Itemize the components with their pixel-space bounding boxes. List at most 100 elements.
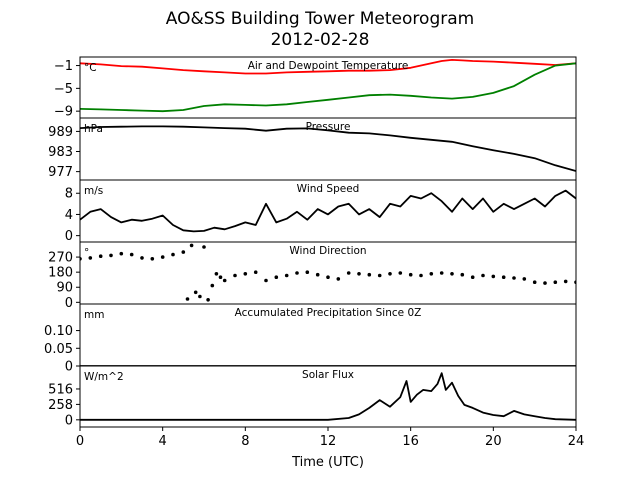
y-tick-label: 989 (48, 125, 73, 140)
data-point (295, 271, 299, 275)
data-point (512, 276, 516, 280)
unit-label: W/m^2 (84, 371, 124, 383)
x-tick-label: 0 (76, 434, 84, 449)
data-point (119, 251, 124, 256)
unit-label: m/s (84, 185, 103, 197)
y-tick-label: 0.05 (44, 342, 73, 357)
data-point (214, 272, 219, 276)
y-tick-label: 0.10 (44, 324, 73, 339)
x-tick-label: 4 (159, 434, 167, 449)
y-tick-label: 8 (65, 187, 73, 202)
data-point (233, 273, 237, 278)
data-point (419, 273, 423, 278)
series-line-0 (80, 125, 576, 172)
unit-label: ° (84, 247, 89, 259)
data-point (439, 271, 444, 275)
data-point (284, 273, 289, 278)
series-line-0 (80, 59, 576, 75)
y-tick-label: −9 (54, 105, 73, 120)
data-point (315, 272, 320, 277)
data-point (450, 272, 454, 276)
x-axis: 0 4 8 12 16 20 24 (76, 427, 584, 449)
y-tick-label: 180 (48, 266, 73, 281)
series-line-0 (80, 189, 576, 233)
y-tick-label: 0 (65, 296, 73, 311)
y-tick-label: 0 (65, 229, 73, 244)
data-point (491, 274, 496, 279)
y-tick-label: −5 (54, 82, 73, 97)
data-point (336, 277, 341, 281)
data-point (398, 271, 403, 275)
data-point (98, 254, 103, 258)
data-point (253, 270, 258, 275)
panel-1: 989 983 977 Pressure hPa (48, 117, 577, 181)
data-point (481, 273, 485, 278)
data-point (460, 272, 465, 277)
data-point (563, 279, 568, 284)
data-point (346, 271, 351, 275)
data-point (408, 272, 413, 277)
data-point (367, 272, 372, 277)
data-point (470, 275, 475, 280)
data-point (532, 280, 537, 285)
data-point (210, 283, 215, 288)
unit-label: hPa (84, 123, 103, 135)
data-point (218, 275, 223, 280)
data-point (109, 253, 113, 258)
data-point (357, 272, 361, 276)
y-tick-label: 516 (48, 382, 73, 397)
data-point (274, 275, 279, 280)
data-point (264, 278, 268, 283)
data-point (501, 275, 506, 280)
data-point (181, 250, 186, 254)
figure-date: 2012-02-28 (271, 30, 370, 50)
y-tick-label: 270 (48, 251, 73, 266)
data-point (305, 270, 310, 275)
x-axis-label: Time (UTC) (291, 455, 364, 470)
series-points (80, 243, 576, 302)
data-point (202, 245, 206, 249)
data-point (185, 297, 190, 301)
y-tick-label: −1 (54, 59, 73, 74)
data-point (206, 298, 210, 302)
panel-title: Wind Speed (297, 183, 360, 195)
data-point (140, 256, 144, 260)
data-point (171, 252, 175, 257)
series-line-0 (80, 372, 576, 421)
panel-title: Accumulated Precipitation Since 0Z (235, 307, 422, 319)
panel-title: Pressure (306, 121, 351, 133)
figure-title: AO&SS Building Tower Meteorogram (166, 9, 474, 29)
y-tick-label: 977 (48, 165, 73, 180)
unit-label: mm (84, 309, 104, 321)
y-tick-label: 90 (56, 281, 73, 296)
panel-title: Air and Dewpoint Temperature (248, 60, 409, 72)
data-point (326, 275, 330, 280)
y-tick-label: 4 (65, 208, 73, 223)
data-point (522, 277, 527, 281)
data-point (553, 280, 558, 285)
x-tick-label: 16 (402, 434, 419, 449)
panel-title: Solar Flux (302, 369, 354, 381)
data-point (429, 272, 434, 276)
data-point (88, 256, 93, 260)
unit-label: °C (84, 62, 97, 74)
panel-0: −1 −5 −9 Air and Dewpoint Temperature °C (54, 56, 577, 120)
y-tick-label: 983 (48, 145, 73, 160)
data-point (198, 294, 202, 299)
y-tick-label: 0 (65, 413, 73, 428)
data-point (377, 273, 382, 278)
data-point (243, 272, 248, 276)
x-tick-label: 12 (320, 434, 337, 449)
data-point (150, 257, 155, 261)
panel-4: 0.10 0.05 0 Accumulated Precipitation Since… (44, 303, 577, 375)
data-point (160, 255, 165, 259)
data-point (388, 272, 392, 276)
panel-title: Wind Direction (289, 245, 366, 257)
data-point (193, 290, 198, 295)
data-point (189, 243, 194, 248)
data-point (222, 278, 227, 283)
